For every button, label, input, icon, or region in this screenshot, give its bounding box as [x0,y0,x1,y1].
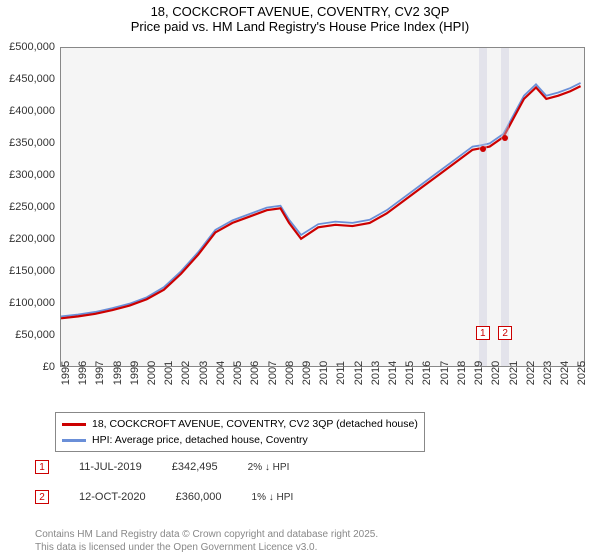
legend: 18, COCKCROFT AVENUE, COVENTRY, CV2 3QP … [55,412,425,452]
event-dot [502,135,508,141]
legend-swatch-property [62,423,86,426]
legend-item-property: 18, COCKCROFT AVENUE, COVENTRY, CV2 3QP … [62,416,418,432]
plot-area: 12 [60,47,585,367]
title-block: 18, COCKCROFT AVENUE, COVENTRY, CV2 3QP … [0,0,600,42]
event-band [501,48,509,366]
legend-label-property: 18, COCKCROFT AVENUE, COVENTRY, CV2 3QP … [92,416,418,432]
event-date-2: 12-OCT-2020 [79,491,146,503]
event-row-1: 1 11-JUL-2019 £342,495 2% ↓ HPI [35,460,289,474]
event-marker-plot: 2 [498,326,512,340]
footer-line-1: Contains HM Land Registry data © Crown c… [35,529,378,542]
footer-line-2: This data is licensed under the Open Gov… [35,542,378,555]
y-tick-label: £300,000 [5,169,55,181]
footer: Contains HM Land Registry data © Crown c… [35,529,378,554]
event-band [479,48,487,366]
y-tick-label: £100,000 [5,297,55,309]
event-marker-1: 1 [35,460,49,474]
event-marker-2: 2 [35,490,49,504]
event-marker-plot: 1 [476,326,490,340]
y-tick-label: £500,000 [5,41,55,53]
y-tick-label: £450,000 [5,73,55,85]
x-tick-label: 2025 [576,361,600,385]
legend-item-hpi: HPI: Average price, detached house, Cove… [62,432,418,448]
event-date-1: 11-JUL-2019 [79,461,142,473]
y-tick-label: £150,000 [5,265,55,277]
y-tick-label: £50,000 [5,329,55,341]
y-tick-label: £400,000 [5,105,55,117]
legend-label-hpi: HPI: Average price, detached house, Cove… [92,432,308,448]
chart-area: £0 £50,000 £100,000 £150,000 £200,000 £250,00… [5,42,595,412]
event-row-2: 2 12-OCT-2020 £360,000 1% ↓ HPI [35,490,293,504]
event-dot [480,146,486,152]
y-tick-label: £0 [5,361,55,373]
event-delta-2: 1% ↓ HPI [252,492,294,503]
y-tick-label: £250,000 [5,201,55,213]
y-tick-label: £350,000 [5,137,55,149]
title-line-1: 18, COCKCROFT AVENUE, COVENTRY, CV2 3QP [0,4,600,19]
event-price-1: £342,495 [172,461,218,473]
event-price-2: £360,000 [176,491,222,503]
title-line-2: Price paid vs. HM Land Registry's House … [0,19,600,34]
event-delta-1: 2% ↓ HPI [248,462,290,473]
legend-swatch-hpi [62,439,86,442]
y-tick-label: £200,000 [5,233,55,245]
